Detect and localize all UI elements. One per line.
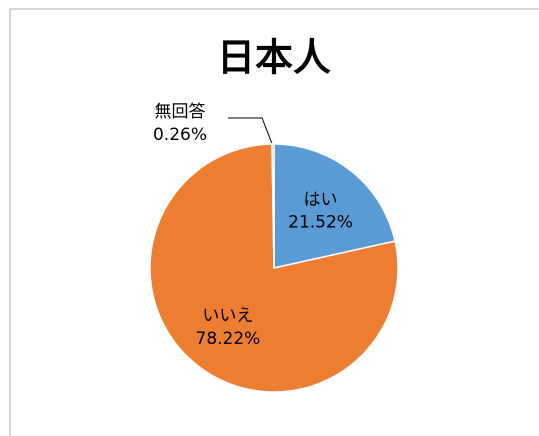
pie-slice — [273, 143, 396, 269]
data-label: いいえ 78.22% — [196, 306, 261, 349]
data-label-value: 0.26% — [153, 125, 207, 145]
leader-line — [228, 117, 274, 147]
data-label-name: いいえ — [202, 306, 253, 326]
data-label-value: 78.22% — [196, 329, 261, 349]
data-label-value: 21.52% — [288, 213, 353, 233]
data-label: はい 21.52% — [288, 190, 353, 233]
pie-slice — [149, 143, 399, 393]
pie-slice — [271, 143, 275, 269]
chart-title: 日本人 — [217, 36, 331, 80]
data-label: 無回答 0.26% — [153, 102, 207, 145]
data-label-name: 無回答 — [155, 102, 206, 122]
data-label-name: はい — [304, 190, 338, 210]
